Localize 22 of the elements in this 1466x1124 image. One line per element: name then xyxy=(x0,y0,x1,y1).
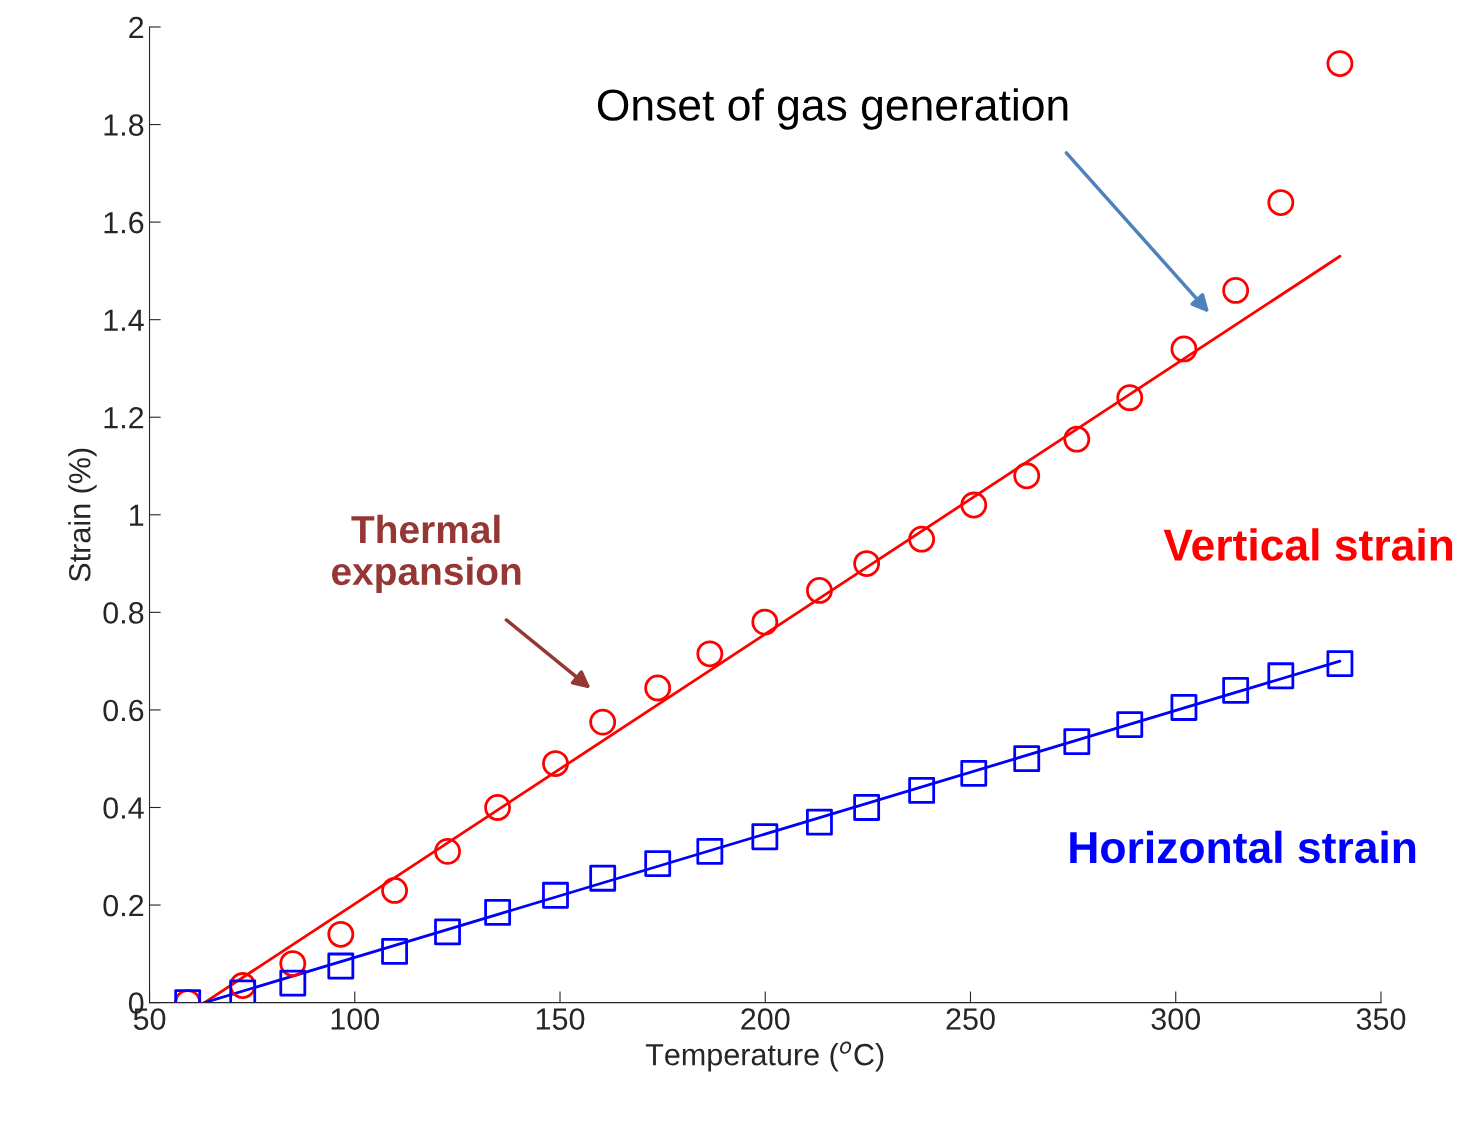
y-tick-label: 1.2 xyxy=(104,406,144,429)
x-tick-label: 250 xyxy=(946,1008,995,1030)
y-tick-label: 1.4 xyxy=(104,309,144,331)
y-tick-label: 0.8 xyxy=(103,602,144,624)
y-tick-label: 0.6 xyxy=(103,699,144,722)
x-tick-label: 100 xyxy=(331,1008,380,1030)
x-axis-title: Temperature ($^{o}$C) xyxy=(645,1041,884,1072)
x-tick-label: 200 xyxy=(741,1008,790,1030)
y-axis-title: Strain (%) xyxy=(68,448,97,582)
text: Vertical strain xyxy=(1163,528,1453,561)
x-tick-label: 350 xyxy=(1356,1008,1406,1030)
y-tick-label: 1.8 xyxy=(104,114,144,136)
y-tick-label: 0.4 xyxy=(103,797,144,819)
y-tick-label: 1.6 xyxy=(104,211,144,234)
annotation: Onset of gas generation xyxy=(597,88,1068,130)
x-tick-label: 150 xyxy=(536,1008,585,1030)
y-tick-label: 2 xyxy=(129,16,144,39)
y-tick-label: 1 xyxy=(130,504,144,526)
annotation: Thermal expansion xyxy=(331,514,521,593)
y-tick-label: 0.2 xyxy=(103,894,144,917)
x-tick-label: 300 xyxy=(1151,1008,1201,1030)
series-label: Horizontal strain xyxy=(1070,830,1416,864)
